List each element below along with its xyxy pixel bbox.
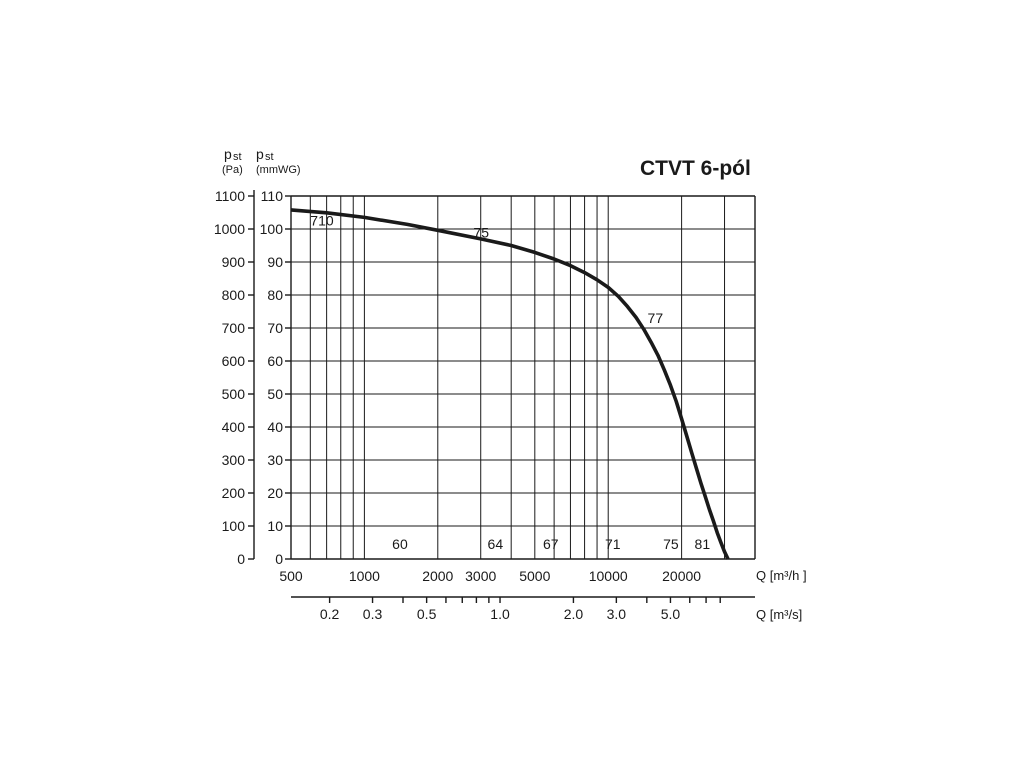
pa-tick-label: 800 <box>222 287 246 303</box>
pa-axis-symbol: p <box>224 146 232 162</box>
pa-tick-label: 500 <box>222 386 246 402</box>
pa-tick-label: 400 <box>222 419 246 435</box>
x-tick-label: 3000 <box>465 568 496 584</box>
pa-tick-label: 300 <box>222 452 246 468</box>
right-axis-header: p st (mmWG) <box>256 146 301 176</box>
x2-tick-label: 0.3 <box>363 606 383 622</box>
x2-tick-label: 0.2 <box>320 606 340 622</box>
performance-curve <box>290 208 730 560</box>
mmwg-tick-label: 30 <box>267 452 283 468</box>
mmwg-tick-label: 90 <box>267 254 283 270</box>
pa-tick-label: 700 <box>222 320 246 336</box>
mmwg-tick-label: 100 <box>260 221 284 237</box>
efficiency-label: 75 <box>473 224 489 240</box>
efficiency-label: 75 <box>663 536 679 552</box>
x2-axis-label: Q [m³/s] <box>756 607 802 622</box>
pa-axis-subscript: st <box>233 151 242 163</box>
x-tick-label: 10000 <box>589 568 628 584</box>
efficiency-label: 77 <box>648 310 664 326</box>
pa-tick-label: 100 <box>222 518 246 534</box>
efficiency-label: 64 <box>488 536 504 552</box>
x-tick-label: 5000 <box>519 568 550 584</box>
series-curve-group <box>290 208 730 560</box>
efficiency-label: 81 <box>695 536 711 552</box>
mmwg-tick-label: 110 <box>261 188 284 204</box>
x2-tick-label: 0.5 <box>417 606 437 622</box>
left-axis-header: p st (Pa) <box>222 146 243 176</box>
mmwg-axis-symbol: p <box>256 146 264 162</box>
mmwg-tick-label: 50 <box>267 386 283 402</box>
x2-tick-label: 1.0 <box>490 606 510 622</box>
mmwg-axis-unit: (mmWG) <box>256 164 301 176</box>
efficiency-label: 60 <box>392 536 408 552</box>
mmwg-tick-label: 0 <box>275 551 283 567</box>
x2-tick-label: 5.0 <box>661 606 681 622</box>
mmwg-tick-label: 40 <box>267 419 283 435</box>
pa-tick-label: 1100 <box>215 188 245 204</box>
efficiency-labels: 710 75 77 60 64 67 71 75 81 <box>310 213 710 552</box>
x-tick-label: 1000 <box>349 568 380 584</box>
pa-axis-unit: (Pa) <box>222 164 243 176</box>
pa-tick-label: 0 <box>237 551 245 567</box>
mmwg-tick-label: 80 <box>267 287 283 303</box>
grid <box>291 196 755 559</box>
x2-tick-label: 3.0 <box>607 606 627 622</box>
x-axis-label: Q [m³/h ] <box>756 568 807 583</box>
mmwg-tick-label: 60 <box>267 353 283 369</box>
axes <box>248 190 756 603</box>
mmwg-tick-label: 10 <box>267 518 283 534</box>
mmwg-axis-subscript: st <box>265 151 274 163</box>
mmwg-tick-label: 20 <box>267 485 283 501</box>
x-tick-label: 2000 <box>422 568 453 584</box>
pa-tick-label: 1000 <box>214 221 245 237</box>
chart-title: CTVT 6-pól <box>640 157 751 180</box>
efficiency-label: 67 <box>543 536 559 552</box>
pa-tick-label: 900 <box>222 254 246 270</box>
pa-tick-label: 200 <box>222 485 246 501</box>
efficiency-label: 710 <box>310 213 334 229</box>
x-tick-label: 500 <box>279 568 303 584</box>
pa-tick-label: 600 <box>222 353 246 369</box>
efficiency-label: 71 <box>605 536 621 552</box>
mmwg-tick-label: 70 <box>267 320 283 336</box>
x-tick-label: 20000 <box>662 568 701 584</box>
x2-tick-label: 2.0 <box>564 606 584 622</box>
